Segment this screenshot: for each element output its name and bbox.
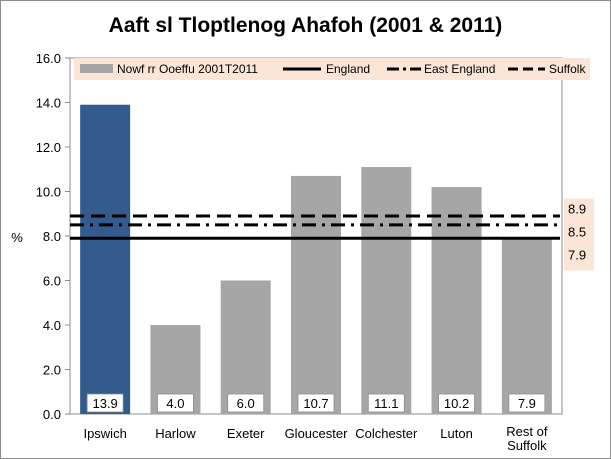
y-tick-label: 4.0 bbox=[43, 318, 61, 333]
data-label-box bbox=[438, 393, 475, 413]
data-label: 13.9 bbox=[92, 396, 117, 411]
legend-swatch-bars bbox=[80, 64, 113, 73]
category-label: Rest of Suffolk bbox=[506, 424, 548, 453]
ref-label-box bbox=[564, 198, 594, 271]
data-label: 10.7 bbox=[303, 396, 328, 411]
legend-label-england: England bbox=[326, 62, 370, 76]
y-tick-label: 14.0 bbox=[36, 96, 61, 111]
category-label: Colchester bbox=[355, 426, 418, 441]
ref-label-east-england: 8.5 bbox=[568, 224, 586, 239]
category-label: Ipswich bbox=[83, 426, 126, 441]
y-tick-label: 8.0 bbox=[43, 229, 61, 244]
bar-luton bbox=[431, 187, 482, 414]
ref-label-suffolk: 8.9 bbox=[568, 201, 586, 216]
bar-gloucester bbox=[291, 175, 341, 414]
category-label: Exeter bbox=[227, 426, 265, 441]
legend-box bbox=[74, 58, 590, 80]
data-label: 10.2 bbox=[444, 396, 469, 411]
data-label-box bbox=[157, 393, 194, 413]
category-label: Harlow bbox=[155, 426, 196, 441]
y-axis-label: % bbox=[11, 230, 23, 245]
y-tick-label: 2.0 bbox=[43, 363, 61, 378]
y-tick-label: 10.0 bbox=[36, 185, 61, 200]
ref-label-england: 7.9 bbox=[568, 247, 586, 262]
data-label: 4.0 bbox=[166, 396, 184, 411]
legend-label-east-england: East England bbox=[424, 62, 495, 76]
data-label: 11.1 bbox=[374, 396, 398, 411]
data-label-box bbox=[367, 393, 405, 413]
y-tick-label: 0.0 bbox=[43, 407, 61, 422]
data-label-box bbox=[297, 393, 335, 413]
bar-rest-of-suffolk bbox=[501, 238, 552, 414]
data-label-box bbox=[227, 393, 265, 413]
y-tick-label: 16.0 bbox=[36, 51, 61, 66]
bar-colchester bbox=[361, 167, 412, 414]
category-label: Luton bbox=[440, 426, 473, 441]
bar-ipswich bbox=[80, 104, 131, 414]
y-tick-label: 12.0 bbox=[36, 140, 61, 155]
chart-title: Aaft sl Tloptlenog Ahafoh (2001 & 2011) bbox=[108, 14, 503, 37]
data-label: 7.9 bbox=[518, 396, 536, 411]
legend-label-suffolk: Suffolk bbox=[549, 62, 586, 76]
category-label: Gloucester bbox=[285, 426, 349, 441]
data-label-box bbox=[508, 393, 546, 413]
legend-label-bars: Nowf rr Ooeffu 2001T2011 bbox=[117, 62, 258, 76]
data-label-box bbox=[86, 393, 124, 413]
bar-exeter bbox=[220, 280, 271, 414]
y-tick-label: 6.0 bbox=[43, 274, 61, 289]
data-label: 6.0 bbox=[237, 396, 255, 411]
